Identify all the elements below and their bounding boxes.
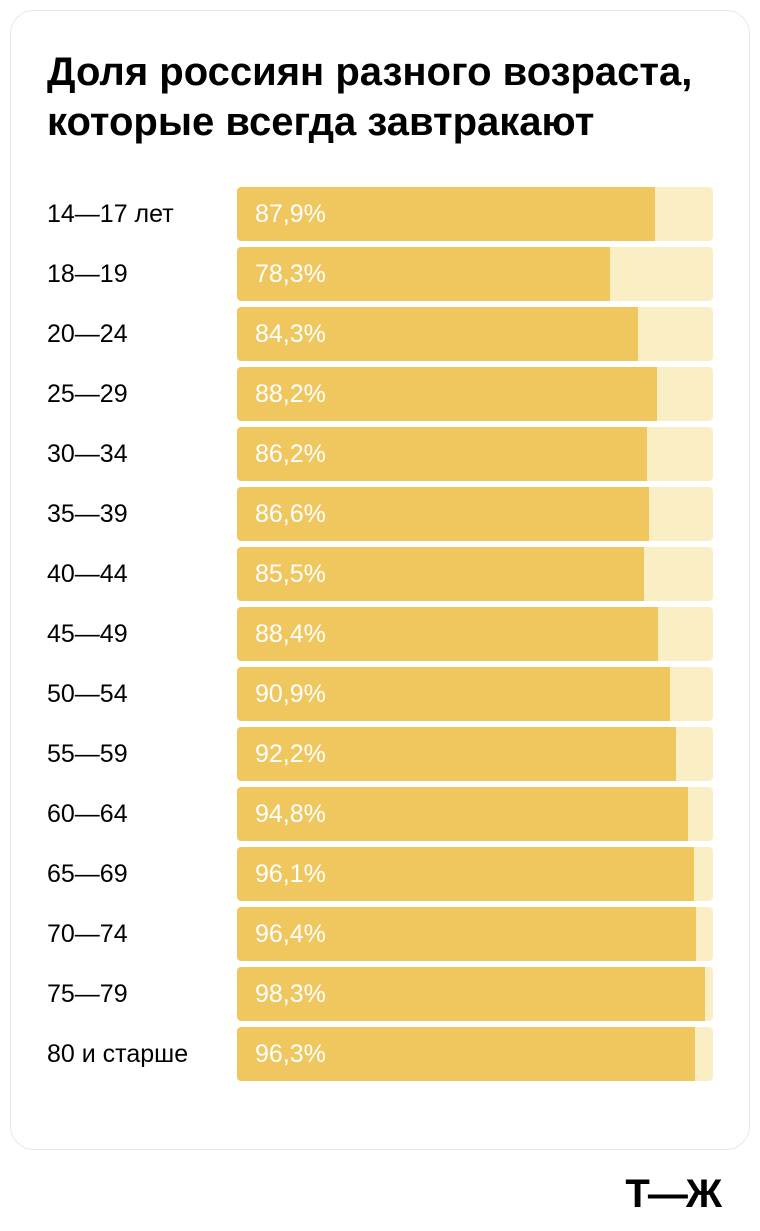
bar-row: 14—17 лет87,9% (47, 187, 713, 241)
bar-track: 90,9% (237, 667, 713, 721)
bar-chart: 14—17 лет87,9%18—1978,3%20—2484,3%25—298… (47, 187, 713, 1081)
bar-label: 60—64 (47, 800, 237, 829)
bar-fill: 88,2% (237, 367, 657, 421)
bar-fill: 87,9% (237, 187, 655, 241)
bar-track: 96,4% (237, 907, 713, 961)
bar-row: 30—3486,2% (47, 427, 713, 481)
bar-label: 14—17 лет (47, 200, 237, 229)
bar-label: 45—49 (47, 620, 237, 649)
bar-fill: 98,3% (237, 967, 705, 1021)
bar-value: 98,3% (237, 980, 326, 1009)
bar-value: 92,2% (237, 740, 326, 769)
brand-logo: Т—Ж (625, 1172, 720, 1217)
bar-track: 96,3% (237, 1027, 713, 1081)
bar-track: 85,5% (237, 547, 713, 601)
bar-track: 88,4% (237, 607, 713, 661)
bar-fill: 88,4% (237, 607, 658, 661)
bar-value: 87,9% (237, 200, 326, 229)
bar-track: 78,3% (237, 247, 713, 301)
bar-value: 78,3% (237, 260, 326, 289)
bar-value: 94,8% (237, 800, 326, 829)
bar-fill: 92,2% (237, 727, 676, 781)
bar-fill: 78,3% (237, 247, 610, 301)
bar-track: 87,9% (237, 187, 713, 241)
bar-value: 96,3% (237, 1040, 326, 1069)
bar-value: 86,2% (237, 440, 326, 469)
bar-value: 85,5% (237, 560, 326, 589)
bar-row: 45—4988,4% (47, 607, 713, 661)
bar-track: 98,3% (237, 967, 713, 1021)
bar-row: 40—4485,5% (47, 547, 713, 601)
bar-row: 18—1978,3% (47, 247, 713, 301)
bar-row: 50—5490,9% (47, 667, 713, 721)
bar-row: 70—7496,4% (47, 907, 713, 961)
bar-fill: 96,1% (237, 847, 694, 901)
bar-row: 75—7998,3% (47, 967, 713, 1021)
bar-row: 80 и старше96,3% (47, 1027, 713, 1081)
bar-track: 86,2% (237, 427, 713, 481)
bar-label: 40—44 (47, 560, 237, 589)
bar-label: 65—69 (47, 860, 237, 889)
bar-fill: 94,8% (237, 787, 688, 841)
chart-title: Доля россиян разного возраста, которые в… (47, 47, 713, 147)
bar-row: 35—3986,6% (47, 487, 713, 541)
bar-fill: 90,9% (237, 667, 670, 721)
chart-card: Доля россиян разного возраста, которые в… (10, 10, 750, 1150)
bar-fill: 86,6% (237, 487, 649, 541)
bar-row: 25—2988,2% (47, 367, 713, 421)
bar-fill: 84,3% (237, 307, 638, 361)
bar-value: 96,1% (237, 860, 326, 889)
bar-fill: 96,4% (237, 907, 696, 961)
bar-label: 35—39 (47, 500, 237, 529)
bar-value: 86,6% (237, 500, 326, 529)
bar-track: 88,2% (237, 367, 713, 421)
bar-label: 20—24 (47, 320, 237, 349)
bar-track: 96,1% (237, 847, 713, 901)
bar-value: 90,9% (237, 680, 326, 709)
bar-track: 86,6% (237, 487, 713, 541)
bar-row: 55—5992,2% (47, 727, 713, 781)
bar-value: 84,3% (237, 320, 326, 349)
bar-fill: 96,3% (237, 1027, 695, 1081)
bar-value: 96,4% (237, 920, 326, 949)
bar-label: 30—34 (47, 440, 237, 469)
bar-track: 94,8% (237, 787, 713, 841)
brand-logo-wrap: Т—Ж (0, 1172, 760, 1217)
bar-label: 50—54 (47, 680, 237, 709)
bar-row: 60—6494,8% (47, 787, 713, 841)
bar-row: 20—2484,3% (47, 307, 713, 361)
bar-fill: 85,5% (237, 547, 644, 601)
bar-value: 88,2% (237, 380, 326, 409)
bar-label: 25—29 (47, 380, 237, 409)
bar-label: 70—74 (47, 920, 237, 949)
bar-label: 80 и старше (47, 1040, 237, 1069)
bar-row: 65—6996,1% (47, 847, 713, 901)
bar-fill: 86,2% (237, 427, 647, 481)
bar-label: 75—79 (47, 980, 237, 1009)
bar-label: 55—59 (47, 740, 237, 769)
bar-value: 88,4% (237, 620, 326, 649)
bar-label: 18—19 (47, 260, 237, 289)
bar-track: 84,3% (237, 307, 713, 361)
bar-track: 92,2% (237, 727, 713, 781)
